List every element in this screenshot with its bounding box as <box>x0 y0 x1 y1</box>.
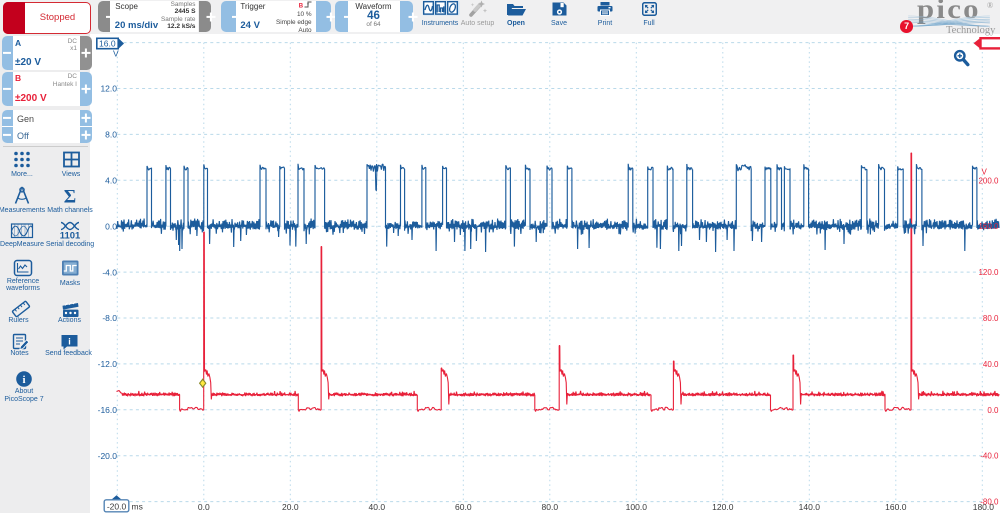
svg-text:-16.0: -16.0 <box>98 405 118 415</box>
svg-text:i: i <box>68 337 71 347</box>
svg-text:120.0: 120.0 <box>712 502 734 512</box>
svg-text:160.0: 160.0 <box>885 502 907 512</box>
svg-text:16.0: 16.0 <box>99 39 116 49</box>
svg-text:20.0: 20.0 <box>282 502 299 512</box>
svg-text:-4.0: -4.0 <box>102 267 117 277</box>
svg-text:160.0: 160.0 <box>978 222 999 231</box>
svg-text:180.0: 180.0 <box>973 502 995 512</box>
svg-text:0.0: 0.0 <box>105 221 117 231</box>
svg-text:V: V <box>113 49 119 59</box>
svg-text:-20.0: -20.0 <box>107 501 127 511</box>
svg-text:0.0: 0.0 <box>987 406 999 415</box>
svg-text:i: i <box>22 374 25 386</box>
svg-text:-40.0: -40.0 <box>980 452 999 461</box>
svg-text:-80.0: -80.0 <box>980 498 999 507</box>
svg-text:60.0: 60.0 <box>455 502 472 512</box>
svg-text:4.0: 4.0 <box>105 176 117 186</box>
svg-text:80.0: 80.0 <box>542 502 559 512</box>
svg-text:-12.0: -12.0 <box>98 359 118 369</box>
svg-text:120.0: 120.0 <box>978 268 999 277</box>
svg-text:12.0: 12.0 <box>100 84 117 94</box>
svg-text:200.0: 200.0 <box>978 176 999 185</box>
svg-text:0.0: 0.0 <box>198 502 210 512</box>
svg-text:1101: 1101 <box>60 231 81 242</box>
svg-text:40.0: 40.0 <box>369 502 386 512</box>
svg-text:40.0: 40.0 <box>983 360 999 369</box>
svg-text:ms: ms <box>132 501 143 511</box>
svg-text:Σ: Σ <box>64 187 76 208</box>
svg-text:V: V <box>982 168 988 177</box>
svg-text:140.0: 140.0 <box>799 502 821 512</box>
svg-text:100.0: 100.0 <box>626 502 648 512</box>
svg-text:8.0: 8.0 <box>105 130 117 140</box>
svg-text:-20.0: -20.0 <box>98 451 118 461</box>
svg-text:80.0: 80.0 <box>983 314 999 323</box>
svg-text:-8.0: -8.0 <box>102 313 117 323</box>
